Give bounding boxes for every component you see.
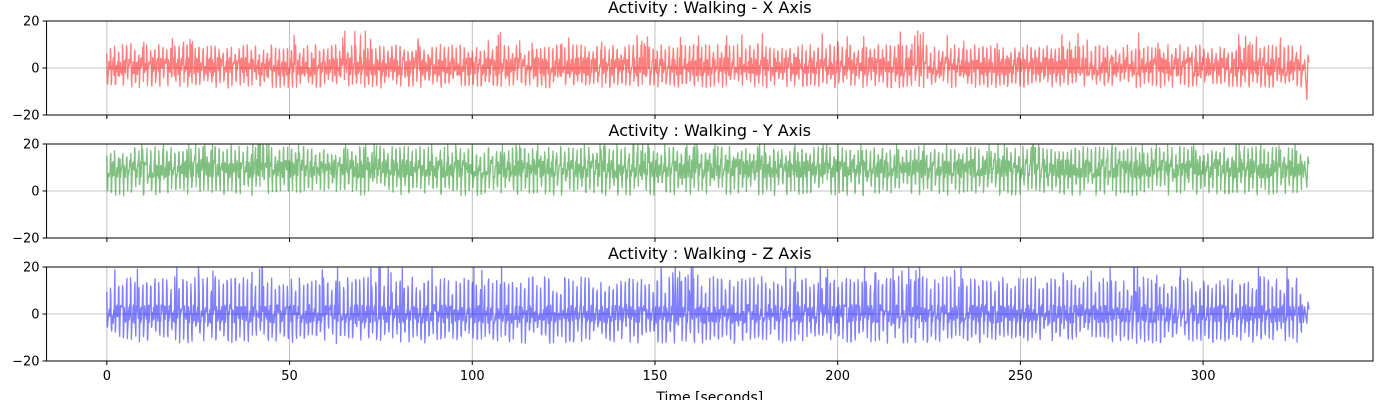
x-tick-label: 50 <box>281 369 298 384</box>
x-tick-label: 250 <box>1008 369 1033 384</box>
y-tick-label: −20 <box>12 232 39 247</box>
x-tick-label: 100 <box>460 369 485 384</box>
x-axis-label: Time [seconds] <box>655 390 763 400</box>
y-tick-label: 20 <box>23 15 40 30</box>
subplot-title: Activity : Walking - Y Axis <box>609 121 811 140</box>
signal-line-2 <box>106 144 1310 197</box>
subplot-2: −20 0 20 Activity : Walking - Y Axis <box>12 121 1374 247</box>
y-tick-label: −20 <box>12 355 39 370</box>
x-tick-label: 0 <box>103 369 111 384</box>
y-tick-label: 0 <box>31 62 39 77</box>
subplot-title: Activity : Walking - Z Axis <box>608 244 812 263</box>
x-tick-label: 200 <box>825 369 850 384</box>
subplot-1: −20 0 20 Activity : Walking - X Axis <box>12 0 1374 124</box>
y-tick-label: 0 <box>31 308 39 323</box>
x-tick-label: 300 <box>1191 369 1216 384</box>
y-tick-label: 20 <box>23 138 40 153</box>
signal-line-1 <box>106 30 1310 101</box>
y-tick-label: 20 <box>23 261 40 276</box>
y-tick-label: 0 <box>31 185 39 200</box>
y-tick-label: −20 <box>12 109 39 124</box>
x-tick-label: 150 <box>643 369 668 384</box>
signal-line-3 <box>106 267 1310 344</box>
subplot-title: Activity : Walking - X Axis <box>608 0 812 17</box>
